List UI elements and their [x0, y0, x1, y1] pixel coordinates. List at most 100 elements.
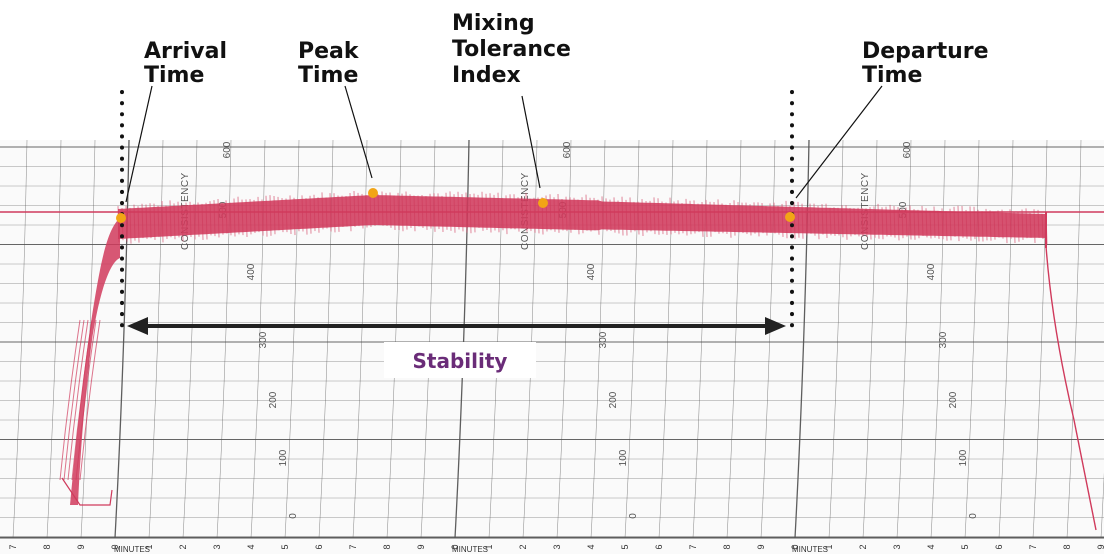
x-tick-label: 7 — [8, 544, 18, 549]
trace-noise — [429, 193, 432, 229]
trace-noise — [961, 206, 964, 238]
trace-noise — [633, 201, 636, 232]
trace-noise — [993, 211, 996, 240]
x-tick-label: 5 — [620, 544, 630, 549]
trace-noise — [569, 197, 572, 233]
trace-noise — [465, 192, 468, 233]
arrival-label-line1: Arrival — [144, 39, 227, 64]
consistency-scale-value: 100 — [618, 449, 629, 466]
trace-noise — [857, 207, 860, 237]
trace-noise — [969, 206, 972, 241]
trace-noise — [685, 198, 688, 236]
trace-noise — [665, 202, 668, 235]
trace-noise — [933, 206, 936, 238]
consistency-scale-value: 600 — [222, 141, 233, 158]
trace-noise — [361, 193, 364, 229]
consistency-scale-value: 0 — [968, 513, 979, 519]
x-tick-label: 5 — [280, 544, 290, 549]
trace-noise — [173, 203, 176, 240]
trace-noise — [737, 202, 740, 233]
stability-arrow-right-head — [765, 317, 786, 335]
peak-label-line2: Time — [298, 63, 358, 88]
trace-noise — [825, 203, 828, 239]
x-tick-label: 0 — [110, 544, 120, 549]
x-tick-label: 8 — [382, 544, 392, 549]
trace-noise — [441, 195, 444, 233]
trace-noise — [573, 197, 576, 230]
trace-noise — [409, 194, 412, 229]
trace-rise-line — [59, 319, 81, 481]
trace-noise — [701, 201, 704, 237]
trace-noise — [753, 202, 756, 234]
trace-noise — [553, 197, 556, 232]
trace-noise — [317, 197, 320, 233]
consistency-scale-value: 400 — [246, 263, 257, 280]
trace-noise — [777, 205, 780, 235]
trace-noise — [525, 192, 528, 232]
mixing-label-line1: Mixing — [452, 11, 535, 36]
trace-noise — [873, 206, 876, 238]
trace-noise — [821, 204, 824, 235]
consistency-scale-value: 500 — [898, 201, 909, 218]
trace-noise — [341, 195, 344, 227]
trace-noise — [661, 201, 664, 235]
trace-noise — [481, 191, 484, 231]
trace-noise — [1021, 209, 1024, 240]
x-tick-label: 6 — [994, 544, 1004, 549]
grid-vertical-line — [760, 139, 776, 539]
trace-noise — [389, 192, 392, 228]
minutes-label: MINUTES — [792, 545, 828, 554]
trace-noise — [1005, 212, 1008, 244]
trace-noise — [937, 210, 940, 239]
trace-noise — [605, 198, 608, 232]
x-tick-label: 5 — [960, 544, 970, 549]
trace-noise — [977, 209, 980, 242]
trace-noise — [645, 201, 648, 233]
trace-noise — [129, 207, 132, 244]
grid-vertical-line — [318, 139, 334, 539]
trace-noise — [721, 203, 724, 234]
consistency-scale-value: 600 — [562, 141, 573, 158]
trace-noise — [917, 209, 920, 239]
trace-noise — [657, 198, 660, 235]
trace-noise — [957, 205, 960, 242]
trace-noise — [729, 202, 732, 238]
trace-noise — [305, 198, 308, 235]
trace-noise — [205, 202, 208, 240]
x-tick-label: 9 — [1096, 544, 1104, 549]
trace-noise — [381, 191, 384, 226]
trace-noise — [145, 204, 148, 239]
trace-noise — [301, 195, 304, 232]
trace-noise — [457, 191, 460, 230]
trace-noise — [349, 193, 352, 232]
trace-noise — [185, 202, 188, 237]
trace-noise — [1009, 209, 1012, 239]
grid-vertical-line — [556, 139, 572, 539]
x-tick-label: 7 — [688, 544, 698, 549]
trace-rise — [70, 218, 120, 505]
grid-vertical-line — [148, 139, 164, 539]
x-tick-label: 0 — [790, 544, 800, 549]
trace-noise — [269, 195, 272, 236]
trace-noise — [1041, 213, 1044, 240]
trace-noise — [717, 199, 720, 234]
departure-leader-line — [795, 85, 883, 199]
x-tick-label: 8 — [42, 544, 52, 549]
trace-noise — [237, 196, 240, 235]
consistency-scale-value: 600 — [902, 141, 913, 158]
trace-noise — [277, 196, 280, 231]
trace-noise — [833, 207, 836, 236]
grid-vertical-line — [828, 139, 844, 539]
trace-noise — [741, 202, 744, 234]
trace-noise — [893, 205, 896, 238]
trace-noise — [985, 208, 988, 241]
trace-noise — [193, 203, 196, 240]
trace-noise — [609, 199, 612, 231]
trace-noise — [781, 203, 784, 237]
x-tick-label: 6 — [654, 544, 664, 549]
trace-rise-line — [71, 319, 93, 481]
trace-noise — [213, 200, 216, 237]
trace-noise — [577, 199, 580, 235]
trace-noise — [865, 208, 868, 238]
trace-noise — [925, 208, 928, 238]
